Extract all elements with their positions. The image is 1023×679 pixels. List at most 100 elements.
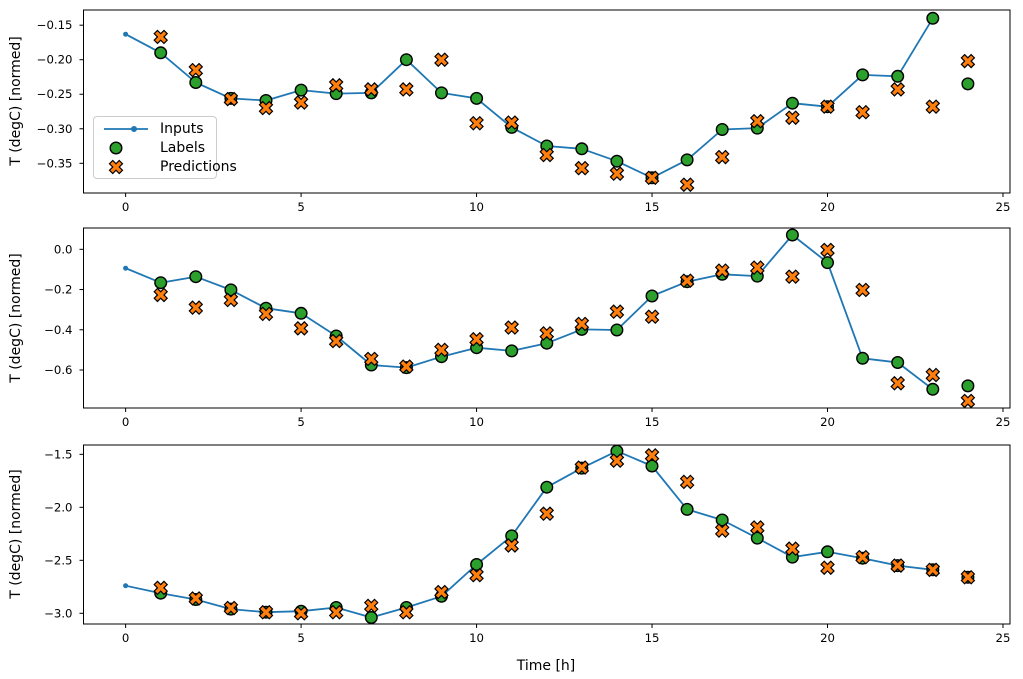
prediction-marker [679,474,695,490]
prediction-marker [855,104,870,120]
label-marker [575,142,589,156]
legend-item-labels: Labels [102,138,208,157]
prediction-marker [539,326,555,341]
prediction-marker [539,506,555,522]
inputs-line [125,234,934,391]
prediction-marker [399,604,414,620]
inputs-line [125,450,933,619]
x-tick-label: 15 [645,200,660,214]
label-marker [891,356,905,370]
prediction-marker [434,52,449,68]
label-marker [715,122,729,136]
prediction-marker [328,604,344,620]
prediction-marker [153,29,169,45]
label-marker [189,270,203,284]
y-tick-label: −0.4 [44,323,72,337]
panel-1: 0 5 10 15 20 25 −0.15 −0.20 −0.25 −0.30 −0.35 [37,9,1011,214]
x-tick-label: 0 [122,631,129,645]
x-tick-label: 15 [645,415,660,429]
label-marker [364,611,378,625]
prediction-marker [925,99,941,115]
inputs-line [125,17,934,179]
prediction-marker [153,287,169,303]
prediction-marker [609,166,625,182]
y-tick-label: 0.0 [54,242,73,256]
input-marker [123,31,129,37]
label-marker [680,502,694,516]
label-marker [891,69,905,83]
legend-item-label: Inputs [160,120,204,137]
x-tick-label: 10 [469,415,484,429]
prediction-marker [469,115,484,131]
prediction-marker [820,99,835,115]
prediction-marker [363,351,379,367]
prediction-marker [574,316,590,332]
prediction-marker [609,453,625,469]
prediction-marker [399,359,414,374]
label-marker [926,11,940,25]
prediction-marker [363,82,379,97]
y-tick-label: −3.0 [44,606,72,620]
prediction-marker [785,541,800,556]
label-marker [785,228,799,242]
legend-item-predictions: Predictions [102,157,237,176]
prediction-marker [188,300,204,315]
prediction-marker [574,460,590,475]
prediction-marker [890,82,906,97]
label-marker [821,545,835,559]
prediction-marker [153,580,169,596]
y-tick-label: −2.5 [44,553,72,567]
labels-circle-icon [102,140,150,156]
prediction-marker [785,110,800,126]
prediction-marker [890,375,906,391]
y-tick-label: −2.0 [44,500,72,514]
x-tick-label: 25 [996,415,1011,429]
x-tick-label: 20 [820,415,835,429]
y-tick-label: −1.5 [44,447,72,461]
x-tick-label: 0 [122,415,129,429]
x-tick-label: 15 [645,631,660,645]
x-tick-label: 5 [297,200,304,214]
prediction-marker [258,100,274,116]
legend-item-label: Labels [160,139,206,156]
y-axis-label-panel-3: T (degC) [normed] [8,469,24,599]
inputs-line-icon [102,121,150,137]
prediction-marker [469,331,484,347]
prediction-marker [504,320,520,335]
label-marker [785,96,799,110]
x-tick-label: 5 [297,415,304,429]
prediction-marker [188,591,204,606]
label-marker [680,153,694,167]
label-marker [961,77,975,91]
y-tick-label: −0.30 [37,122,73,136]
x-tick-label: 0 [122,200,129,214]
prediction-marker [855,282,870,298]
label-marker [154,46,168,60]
prediction-marker [434,342,449,358]
prediction-marker [363,598,379,614]
label-marker [435,86,449,100]
y-tick-label: −0.35 [37,156,73,170]
label-marker [505,344,519,358]
y-tick-label: −0.2 [44,283,72,297]
prediction-marker [925,367,941,383]
label-marker [645,289,659,303]
prediction-marker [749,260,765,275]
prediction-marker [679,273,695,289]
panel-3: 0 5 10 15 20 25 −1.5 −2.0 −2.5 −3.0 [44,444,1011,645]
label-marker [821,256,835,270]
prediction-marker [293,321,309,336]
prediction-marker [328,77,344,93]
prediction-marker [574,160,590,176]
label-marker [926,382,940,396]
prediction-marker [714,149,730,165]
label-marker [470,91,484,105]
label-marker [294,306,308,320]
label-marker [540,480,554,494]
y-tick-label: −0.20 [37,53,73,67]
prediction-marker [293,605,309,621]
x-tick-label: 10 [469,200,484,214]
prediction-marker [890,558,906,573]
y-tick-label: −0.25 [37,87,73,101]
